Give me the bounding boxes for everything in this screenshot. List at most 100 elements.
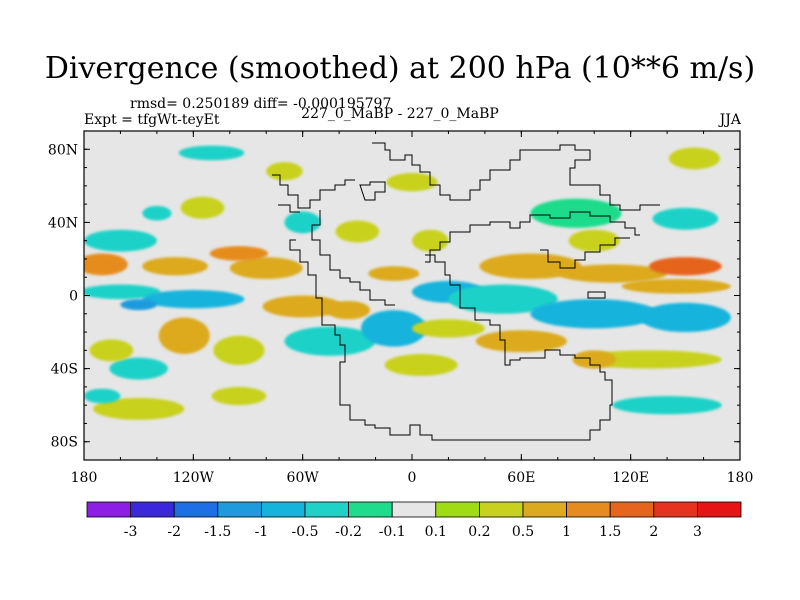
colorbar-label-12: 2	[649, 524, 658, 540]
colorbar-swatch-7	[391, 501, 437, 518]
colorbar-label-4: -0.5	[292, 524, 319, 540]
europe-outline	[311, 210, 395, 306]
colorbar-swatch-1	[130, 501, 175, 518]
colorbar-swatch-10	[522, 501, 567, 518]
field-blob-24	[475, 330, 567, 353]
colorbar-swatch-2	[173, 501, 219, 518]
field-blob-20	[621, 279, 731, 294]
field-blob-33	[568, 229, 620, 252]
colorbar-label-0: -3	[124, 524, 138, 540]
asia-south-outline	[540, 237, 630, 269]
x-tick-label-1: 120W	[173, 470, 215, 486]
x-tick-label-5: 120E	[612, 470, 649, 486]
field-blob-9	[109, 357, 168, 380]
x-tick-label-4: 60E	[507, 470, 535, 486]
field-blob-5	[142, 290, 245, 309]
season-label: JJA	[719, 112, 741, 128]
field-blob-39	[93, 397, 185, 420]
field-blob-13	[284, 326, 376, 356]
colorbar-label-1: -2	[167, 524, 181, 540]
colorbar-swatch-4	[260, 501, 306, 518]
divergence-field	[84, 145, 731, 420]
eurasia-outline	[425, 211, 640, 263]
colorbar-swatch-0	[86, 501, 131, 518]
field-blob-22	[648, 257, 722, 276]
field-blob-23	[479, 253, 582, 280]
y-tick-label-2: 0	[69, 289, 78, 305]
field-blob-35	[178, 145, 245, 161]
field-blob-44	[368, 266, 420, 281]
colorbar-label-5: -0.2	[335, 524, 362, 540]
colorbar-swatch-8	[435, 501, 480, 518]
colorbar-swatch-11	[566, 501, 611, 518]
colorbar-label-9: 0.5	[512, 524, 534, 540]
y-tick-label-4: 80S	[51, 435, 78, 451]
field-blob-28	[142, 205, 172, 221]
field-blob-41	[84, 388, 121, 404]
colorbar-label-3: -1	[255, 524, 269, 540]
colorbar-label-6: -0.1	[379, 524, 406, 540]
colorbar-label-10: 1	[562, 524, 571, 540]
colorbar-label-13: 3	[693, 524, 702, 540]
y-tick-label-3: 40S	[51, 362, 78, 378]
colorbar-label-8: 0.2	[468, 524, 490, 540]
field-blob-19	[639, 302, 731, 333]
greenland-outline	[272, 174, 355, 209]
colorbar-swatch-14	[697, 501, 742, 518]
uk-outline	[359, 181, 386, 201]
field-blob-11	[213, 335, 265, 365]
field-blob-15	[384, 353, 458, 376]
colorbar-swatch-12	[609, 501, 655, 518]
north-america-west-outline	[278, 204, 300, 213]
north-america-outline	[289, 239, 613, 441]
field-blob-37	[266, 162, 303, 181]
colorbar-swatch-13	[653, 501, 698, 518]
field-blob-6	[120, 299, 157, 311]
x-tick-label-0: 180	[71, 470, 98, 486]
colorbar-swatch-5	[304, 501, 349, 518]
y-tick-label-1: 40N	[48, 215, 78, 231]
x-tick-label-2: 60W	[287, 470, 320, 486]
field-blob-36	[386, 173, 438, 192]
field-blob-17	[448, 284, 558, 314]
x-tick-label-3: 0	[408, 470, 417, 486]
experiment-names-label: 227_0_MaBP - 227_0_MaBP	[301, 106, 499, 122]
field-blob-40	[211, 386, 267, 406]
field-blob-42	[612, 396, 722, 415]
colorbar-swatch-6	[348, 501, 393, 518]
x-axis: 180 120W 60W 0 60E 120E 180	[71, 131, 753, 486]
colorbar-swatch-3	[217, 501, 262, 518]
colorbar-swatch-9	[478, 501, 524, 518]
colorbar-label-11: 1.5	[599, 524, 621, 540]
continent-outlines	[272, 142, 660, 441]
field-blob-21	[557, 264, 668, 283]
field-blob-3	[209, 246, 269, 261]
field-blob-31	[412, 229, 449, 252]
field-blob-43	[572, 350, 617, 369]
field-blob-10	[158, 317, 210, 354]
field-blob-12	[89, 339, 134, 362]
field-blob-7	[262, 295, 343, 318]
field-blob-1	[142, 257, 208, 276]
field-blob-29	[284, 211, 321, 234]
island-outline	[587, 291, 606, 299]
chart-title: Divergence (smoothed) at 200 hPa (10**6 …	[44, 51, 756, 86]
field-blob-38	[668, 147, 720, 170]
field-blob-32	[530, 198, 622, 228]
y-tick-label-0: 80N	[48, 142, 78, 158]
field-blob-14	[360, 310, 427, 347]
colorbar: -3 -2 -1.5 -1 -0.5 -0.2 -0.1 0.1 0.2 0.5 1 1.5 2 3	[86, 501, 742, 540]
experiment-label: Expt = tfgWt-teyEt	[84, 112, 220, 128]
field-blob-27	[180, 196, 225, 219]
field-blob-30	[335, 220, 380, 243]
y-axis: 80N 40N 0 40S 80S	[48, 142, 740, 451]
colorbar-label-2: -1.5	[204, 524, 231, 540]
field-blob-34	[652, 207, 719, 230]
field-blob-4	[84, 284, 161, 300]
field-blob-18	[530, 299, 658, 329]
field-blob-26	[84, 229, 157, 252]
arctic-outline	[372, 142, 660, 211]
field-blob-0	[84, 253, 128, 276]
colorbar-label-7: 0.1	[425, 524, 447, 540]
